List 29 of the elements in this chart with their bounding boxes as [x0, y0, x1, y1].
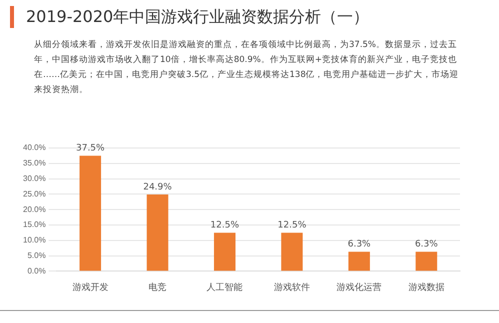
- data-label: 12.5%: [210, 220, 240, 231]
- y-tick-label: 20.0%: [22, 204, 46, 214]
- y-tick-label: 30.0%: [22, 174, 46, 184]
- data-label: 24.9%: [143, 182, 172, 192]
- data-label: 12.5%: [278, 220, 307, 231]
- y-tick-label: 40.0%: [22, 143, 46, 152]
- bar: [146, 194, 168, 271]
- x-tick-label: 电竞: [148, 282, 167, 292]
- data-label: 37.5%: [76, 144, 106, 154]
- x-tick-label: 游戏软件: [274, 282, 310, 292]
- y-tick-label: 0.0%: [27, 266, 46, 276]
- bar: [348, 252, 370, 271]
- x-tick-label: 游戏化运营: [336, 282, 382, 292]
- chart-title: 2019-2020年中国游戏行业融资数据分析（一）: [10, 6, 370, 28]
- bar: [214, 232, 236, 271]
- y-tick-label: 10.0%: [22, 236, 46, 245]
- x-tick-label: 人工智能: [206, 282, 243, 292]
- y-tick-label: 35.0%: [22, 158, 46, 168]
- y-tick-label: 5.0%: [27, 251, 46, 260]
- data-label: 6.3%: [348, 240, 372, 250]
- x-tick-label: 游戏数据: [408, 282, 444, 292]
- data-label: 6.3%: [414, 240, 438, 250]
- bar: [416, 252, 438, 271]
- chart-subtitle: 从细分领域来看，游戏开发依旧是游戏融资的重点，在各项领域中比例最高，为37.5%。数据显示，过去五年，中国移动游戏市场收入翻了10倍，增长率高达80.9%。作为互联网+竞技体育的新兴产业，电子竞技也在……亿美元；在中国，电竞用户突破3.5亿，产业生态规模将达138亿，电竞用户基础进一步扩大，市场迎来投资热潮。: [34, 38, 460, 97]
- bar: [80, 156, 102, 271]
- y-tick-label: 15.0%: [22, 220, 46, 230]
- y-tick-label: 25.0%: [22, 189, 46, 198]
- x-tick-label: 游戏开发: [72, 282, 108, 292]
- bar: [281, 232, 303, 271]
